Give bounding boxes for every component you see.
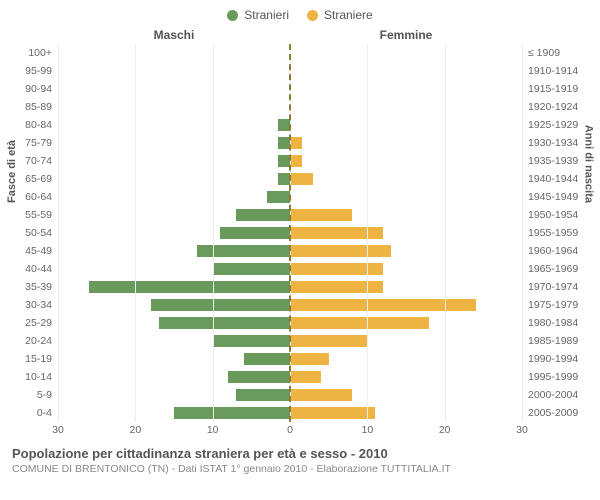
age-label: 90-94: [10, 80, 52, 98]
birth-year-label: 1930-1934: [528, 134, 590, 152]
birth-year-label: 1925-1929: [528, 116, 590, 134]
x-tick-label: 10: [361, 424, 373, 436]
age-label: 100+: [10, 44, 52, 62]
birth-year-label: 1960-1964: [528, 242, 590, 260]
x-tick-label: 30: [52, 424, 64, 436]
age-label: 0-4: [10, 404, 52, 422]
birth-year-label: 2000-2004: [528, 386, 590, 404]
y-axis-right-title: Anni di nascita: [582, 125, 594, 203]
age-label: 80-84: [10, 116, 52, 134]
bar-male: [89, 281, 290, 294]
x-axis-ticks: 3020100102030: [58, 424, 522, 438]
bar-female: [290, 137, 302, 150]
bar-male: [159, 317, 290, 330]
x-axis: 30 20 10 0 10 20 30: [10, 424, 590, 438]
bar-female: [290, 209, 352, 222]
bar-female: [290, 317, 429, 330]
legend-item-male: Stranieri: [227, 8, 289, 22]
birth-year-label: 1995-1999: [528, 368, 590, 386]
bar-female: [290, 389, 352, 402]
birth-year-label: ≤ 1909: [528, 44, 590, 62]
chart-title: Popolazione per cittadinanza straniera p…: [12, 446, 590, 461]
birth-year-label: 2005-2009: [528, 404, 590, 422]
birth-year-label: 1975-1979: [528, 296, 590, 314]
birth-year-label: 1985-1989: [528, 332, 590, 350]
bar-male: [236, 209, 290, 222]
legend-swatch-female: [307, 10, 318, 21]
age-label: 20-24: [10, 332, 52, 350]
age-label: 45-49: [10, 242, 52, 260]
legend-swatch-male: [227, 10, 238, 21]
bar-female: [290, 281, 383, 294]
bar-male: [236, 389, 290, 402]
legend-label-male: Stranieri: [244, 8, 289, 22]
age-label: 35-39: [10, 278, 52, 296]
age-label: 50-54: [10, 224, 52, 242]
age-label: 10-14: [10, 368, 52, 386]
birth-year-label: 1980-1984: [528, 314, 590, 332]
age-label: 55-59: [10, 206, 52, 224]
birth-year-label: 1940-1944: [528, 170, 590, 188]
birth-year-label: 1965-1969: [528, 260, 590, 278]
age-label: 95-99: [10, 62, 52, 80]
x-tick-label: 10: [207, 424, 219, 436]
bar-female: [290, 155, 302, 168]
bar-female: [290, 173, 313, 186]
legend: Stranieri Straniere: [10, 8, 590, 22]
x-tick-label: 0: [287, 424, 293, 436]
y-axis-left-labels: 100+95-9990-9485-8980-8475-7970-7465-696…: [10, 44, 58, 422]
bar-male: [267, 191, 290, 204]
chart-container: Stranieri Straniere Maschi Femmine Fasce…: [0, 0, 600, 500]
header-female: Femmine: [290, 28, 522, 42]
chart-subtitle: COMUNE DI BRENTONICO (TN) - Dati ISTAT 1…: [12, 463, 590, 475]
plot-area: [58, 44, 522, 422]
birth-year-label: 1935-1939: [528, 152, 590, 170]
age-label: 30-34: [10, 296, 52, 314]
center-divider: [289, 44, 291, 422]
bar-male: [244, 353, 290, 366]
birth-year-label: 1920-1924: [528, 98, 590, 116]
bars-male: [58, 44, 290, 422]
age-label: 15-19: [10, 350, 52, 368]
legend-label-female: Straniere: [324, 8, 373, 22]
bar-female: [290, 407, 375, 420]
age-label: 5-9: [10, 386, 52, 404]
bar-female: [290, 353, 329, 366]
bar-female: [290, 299, 476, 312]
header-male: Maschi: [58, 28, 290, 42]
x-tick-label: 20: [129, 424, 141, 436]
y-axis-right-labels: ≤ 19091910-19141915-19191920-19241925-19…: [522, 44, 590, 422]
chart-footer: Popolazione per cittadinanza straniera p…: [10, 446, 590, 475]
age-label: 85-89: [10, 98, 52, 116]
birth-year-label: 1970-1974: [528, 278, 590, 296]
bar-female: [290, 245, 391, 258]
birth-year-label: 1950-1954: [528, 206, 590, 224]
bar-male: [151, 299, 290, 312]
x-tick-label: 30: [516, 424, 528, 436]
bar-female: [290, 371, 321, 384]
bar-male: [220, 227, 290, 240]
bars-female: [290, 44, 522, 422]
y-axis-left-title: Fasce di età: [6, 140, 18, 203]
bar-female: [290, 263, 383, 276]
bar-female: [290, 335, 367, 348]
birth-year-label: 1915-1919: [528, 80, 590, 98]
x-tick-label: 20: [439, 424, 451, 436]
bar-male: [213, 263, 290, 276]
bar-male: [213, 335, 290, 348]
bar-female: [290, 227, 383, 240]
birth-year-label: 1910-1914: [528, 62, 590, 80]
legend-item-female: Straniere: [307, 8, 373, 22]
birth-year-label: 1945-1949: [528, 188, 590, 206]
chart-area: Fasce di età Anni di nascita 100+95-9990…: [10, 44, 590, 422]
column-headers: Maschi Femmine: [10, 28, 590, 42]
bar-male: [197, 245, 290, 258]
birth-year-label: 1955-1959: [528, 224, 590, 242]
age-label: 25-29: [10, 314, 52, 332]
bar-male: [174, 407, 290, 420]
age-label: 40-44: [10, 260, 52, 278]
birth-year-label: 1990-1994: [528, 350, 590, 368]
bar-male: [228, 371, 290, 384]
